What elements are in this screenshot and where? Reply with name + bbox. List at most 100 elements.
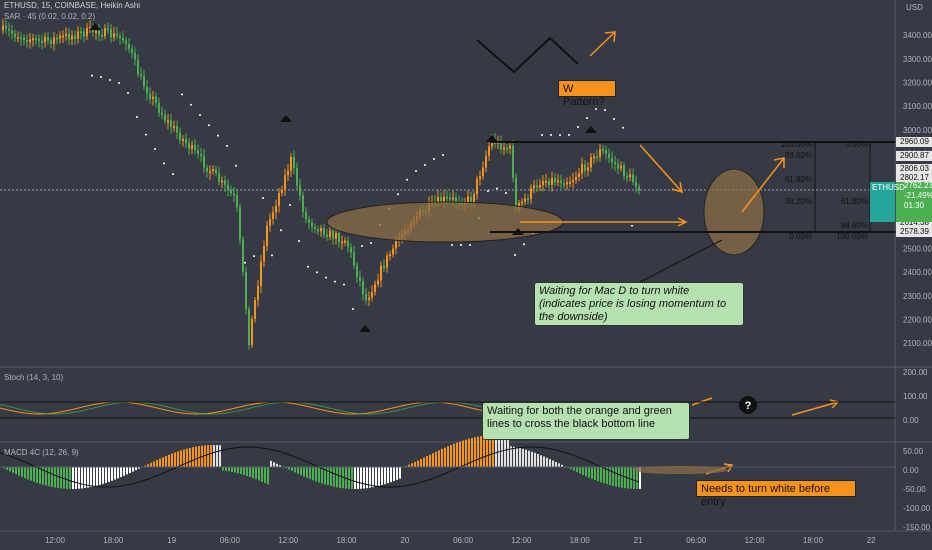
candle (251, 318, 253, 345)
arrows (520, 31, 840, 475)
macd-bar (447, 446, 449, 467)
macd-bar (381, 467, 383, 485)
candle (278, 192, 280, 206)
macd-bar (114, 467, 116, 480)
macd-bar (408, 464, 410, 467)
candle (617, 163, 619, 169)
macd-bar (105, 467, 107, 483)
candle (125, 40, 127, 45)
macd-bar (633, 467, 635, 489)
macd-bar (102, 467, 104, 484)
macd-bar (336, 467, 338, 488)
fib-label: 38.20% (785, 197, 812, 206)
sar-dot (613, 118, 615, 120)
macd-bar (597, 467, 599, 482)
candle (293, 157, 295, 169)
macd-bar (348, 467, 350, 489)
macd-bar (492, 435, 494, 467)
macd-bar (81, 467, 83, 489)
candle (557, 180, 559, 183)
candle (5, 25, 7, 29)
price-tag (896, 227, 932, 237)
macd-bar (630, 467, 632, 489)
sar-dot (235, 164, 237, 167)
time-label: 12:00 (745, 536, 766, 545)
candle (623, 165, 625, 177)
macd-bar (183, 449, 185, 467)
time-label: 22 (867, 536, 876, 545)
candle (113, 33, 115, 38)
time-label: 19 (167, 536, 176, 545)
last-price-tag (870, 182, 895, 222)
candle (200, 153, 202, 156)
candle (182, 138, 184, 141)
macd-bar (357, 467, 359, 489)
fib-label: 100.00% (780, 140, 812, 149)
sar-dot (514, 254, 516, 256)
macd-bar (345, 467, 347, 489)
macd-bar (171, 453, 173, 467)
candle (68, 33, 70, 40)
macd-bar (15, 467, 17, 475)
candle (161, 112, 163, 115)
macd-bar (417, 460, 419, 467)
macd-bar (411, 463, 413, 467)
macd-bar (216, 445, 218, 467)
sar-dot (361, 245, 363, 247)
candle (632, 174, 634, 183)
macd-bar (462, 440, 464, 467)
macd-bar (225, 467, 227, 471)
candle (368, 297, 370, 301)
candle (167, 120, 169, 123)
candle (194, 144, 196, 151)
candle (578, 173, 580, 177)
candle (395, 239, 397, 249)
candle (56, 37, 58, 40)
pointer (639, 239, 723, 283)
candle (314, 226, 316, 230)
macd-bar (294, 467, 296, 473)
macd-bar (96, 467, 98, 486)
candle (185, 138, 187, 144)
macd-bar (186, 448, 188, 467)
macd-bar (558, 463, 560, 467)
macd-bar (264, 467, 266, 484)
macd-bar (318, 467, 320, 483)
macd-bar (174, 452, 176, 467)
macd-bar (273, 462, 275, 467)
last-price-change: -21.49% (904, 191, 932, 200)
candle (254, 300, 256, 319)
candle (41, 40, 43, 43)
sar-dot (217, 134, 219, 137)
candle (542, 181, 544, 185)
sar-dot (406, 178, 408, 181)
candle (587, 167, 589, 171)
candle (107, 28, 109, 31)
macd-bar (570, 467, 572, 470)
candle (248, 309, 250, 345)
candle (74, 35, 76, 39)
sar-dot (280, 229, 282, 232)
macd-bar (66, 467, 68, 489)
macd-bar (297, 467, 299, 474)
macd-bar (108, 467, 110, 482)
candle (29, 39, 31, 43)
sar-dot (505, 192, 507, 194)
macd-bar (486, 435, 488, 467)
candle (329, 230, 331, 238)
candle (221, 180, 223, 183)
macd-bar (24, 467, 26, 479)
candle (629, 174, 631, 178)
candle (119, 35, 121, 38)
macd-bar (147, 464, 149, 467)
candle (509, 145, 511, 149)
price-label: 2400.00 (903, 268, 932, 277)
candle (584, 164, 586, 171)
candle (89, 27, 91, 30)
macd-bar (285, 467, 287, 469)
candle (23, 37, 25, 40)
candle (209, 171, 211, 174)
time-label: 18:00 (570, 536, 591, 545)
macd-bar (6, 467, 8, 470)
stoch-note: Waiting for both the orange and green li… (482, 402, 690, 440)
